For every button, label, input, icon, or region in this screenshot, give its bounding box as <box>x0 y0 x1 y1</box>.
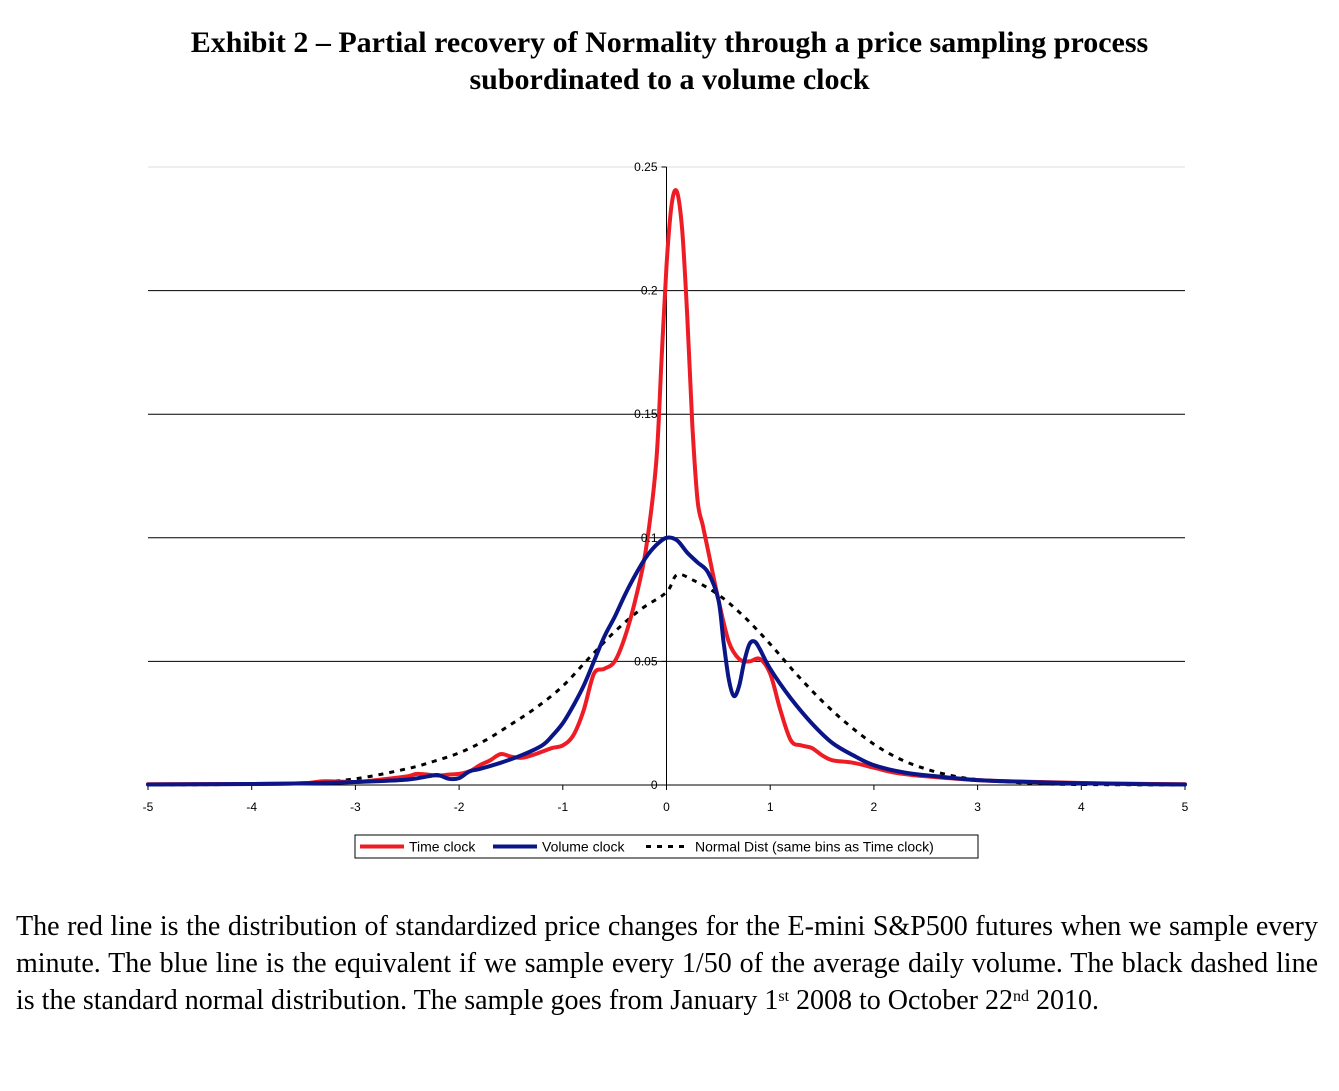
y-tick-label: 0.1 <box>641 531 658 545</box>
caption-part1: The red line is the distribution of stan… <box>16 911 1318 1016</box>
y-tick-label: 0.05 <box>634 654 658 668</box>
tick-labels: -5 -4 -3 -2 -1 0 1 2 3 4 5 0 0.05 0.1 0.15 0.2 0.25 <box>143 160 1189 814</box>
x-tick-label: -1 <box>557 800 568 814</box>
series-line-volume <box>146 535 1187 787</box>
legend-box <box>354 834 979 859</box>
x-tick-label: 2 <box>871 800 878 814</box>
caption-sup2: nd <box>1012 988 1029 1005</box>
legend: Time clock Volume clock Normal Dist (same … <box>354 834 979 859</box>
series-layer <box>146 188 1187 787</box>
x-tick-label: -2 <box>454 800 465 814</box>
y-tick-label: 0.15 <box>634 407 658 421</box>
legend-label: Time clock <box>409 839 476 855</box>
chart-title-line2: subordinated to a volume clock <box>469 63 870 96</box>
caption-part3: 2010. <box>1028 985 1099 1016</box>
chart-title-line1: Exhibit 2 – Partial recovery of Normalit… <box>190 26 1149 59</box>
x-tick-label: -5 <box>143 800 154 814</box>
caption-sup1: st <box>778 988 790 1005</box>
x-tick-label: 1 <box>767 800 774 814</box>
y-tick-label: 0.25 <box>634 160 658 174</box>
figure-caption: The red line is the distribution of stan… <box>16 908 1318 1019</box>
x-tick-label: 4 <box>1078 800 1085 814</box>
chart: -5 -4 -3 -2 -1 0 1 2 3 4 5 0 0.05 0.1 0.15 0.2 0.25 Time… <box>143 160 1189 859</box>
y-tick-label: 0 <box>651 778 658 792</box>
x-tick-label: 5 <box>1182 800 1189 814</box>
chart-title: Exhibit 2 – Partial recovery of Normalit… <box>0 24 1339 98</box>
x-tick-label: 3 <box>974 800 981 814</box>
y-tick-label: 0.2 <box>641 284 658 298</box>
legend-label: Normal Dist (same bins as Time clock) <box>695 839 934 855</box>
series-line-time <box>146 188 1187 787</box>
x-tick-label: -3 <box>350 800 361 814</box>
x-tick-label: 0 <box>663 800 670 814</box>
x-tick-label: -4 <box>246 800 257 814</box>
legend-label: Volume clock <box>542 839 625 855</box>
caption-part2: 2008 to October 22 <box>789 985 1013 1016</box>
